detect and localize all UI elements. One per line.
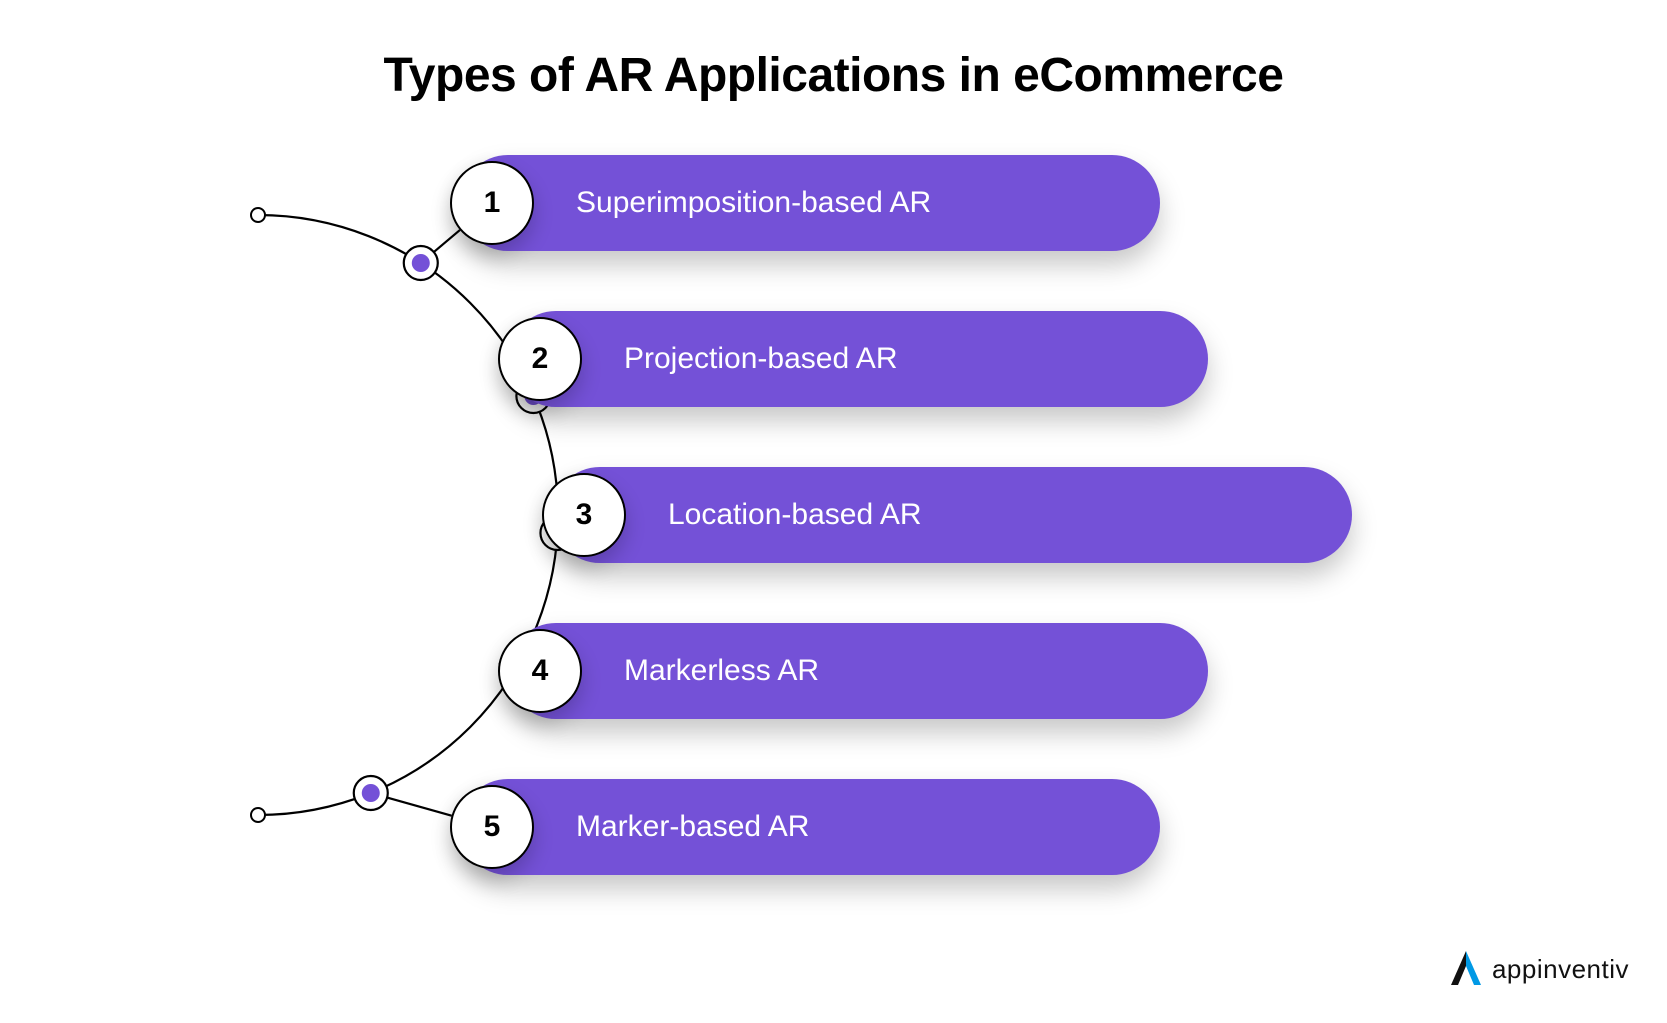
arc-endcap-top [251,208,265,222]
number-text-1: 1 [484,186,501,220]
number-circle-2: 2 [498,317,582,401]
hub-ring-5 [354,776,388,810]
number-text-2: 2 [532,342,549,376]
pill-item-2: Projection-based AR [508,311,1208,407]
connector-1 [434,230,460,252]
number-text-4: 4 [532,654,549,688]
number-text-3: 3 [576,498,593,532]
pill-item-4: Markerless AR [508,623,1208,719]
logo-text: appinventiv [1492,954,1629,985]
infographic-canvas: Types of AR Applications in eCommerce Su… [0,0,1667,1023]
pill-label-3: Location-based AR [668,498,922,532]
main-arc [258,215,558,815]
page-title: Types of AR Applications in eCommerce [0,48,1667,103]
number-circle-1: 1 [450,161,534,245]
arc-endcap-bottom [251,808,265,822]
brand-logo: appinventiv [1448,949,1629,989]
number-circle-4: 4 [498,629,582,713]
pill-label-4: Markerless AR [624,654,819,688]
logo-icon [1448,949,1484,989]
number-text-5: 5 [484,810,501,844]
number-circle-5: 5 [450,785,534,869]
pill-item-3: Location-based AR [552,467,1352,563]
pill-item-5: Marker-based AR [460,779,1160,875]
pill-label-2: Projection-based AR [624,342,898,376]
hub-dot-5 [362,784,380,802]
pill-item-1: Superimposition-based AR [460,155,1160,251]
pill-label-5: Marker-based AR [576,810,809,844]
hub-dot-1 [412,254,430,272]
number-circle-3: 3 [542,473,626,557]
pill-label-1: Superimposition-based AR [576,186,931,220]
hub-ring-1 [404,246,438,280]
connector-5 [387,798,451,816]
